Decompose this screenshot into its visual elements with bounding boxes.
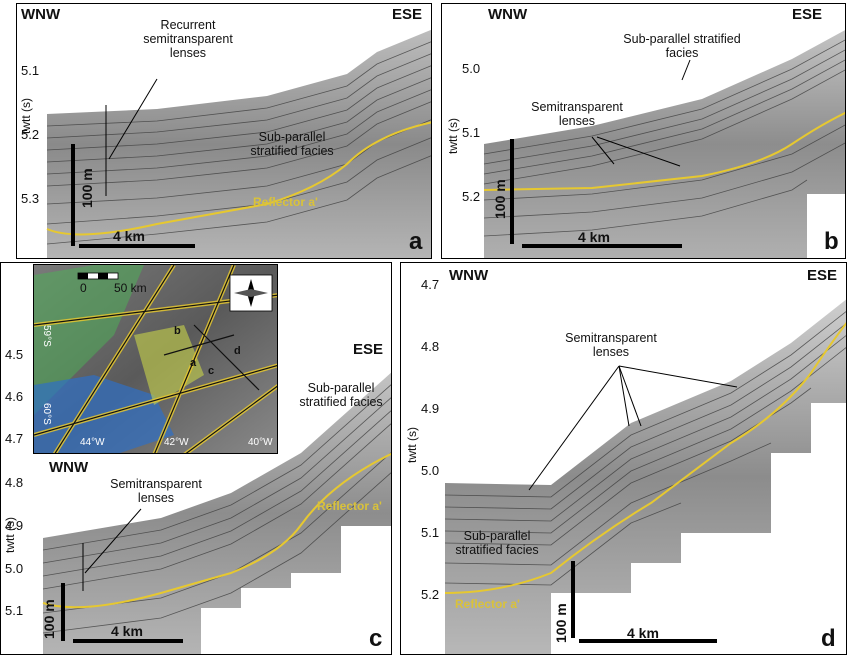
tick-label: 4.5 (5, 347, 24, 362)
tick-label: 5.3 (21, 191, 40, 206)
annotation-stratified-facies-a: Sub-parallel stratified facies (250, 130, 334, 158)
annotation-stratified-facies-d: Sub-parallel stratified facies (455, 529, 539, 557)
map-label-d: d (234, 345, 241, 357)
tick-label: 5.0 (5, 561, 24, 576)
seismic-profile-c (42, 372, 391, 654)
reflector-label-c: Reflector a' (317, 499, 382, 513)
longitude-label-40: 40°W (248, 437, 273, 448)
map-label-a: a (190, 357, 197, 369)
seismic-profile-b (483, 30, 845, 258)
direction-right-b: ESE (792, 6, 823, 23)
location-map-inset: 0 50 km 59°S 60°S 44°W 42°W 40°W a b c d (33, 264, 278, 454)
direction-right-c: ESE (353, 341, 384, 358)
scale-start-label: 0 (80, 281, 87, 295)
tick-label: 4.8 (421, 339, 440, 354)
seismic-profile-d (444, 299, 846, 654)
tick-label: 5.2 (421, 587, 440, 602)
horizontal-scale-d: 4 km (627, 625, 659, 641)
vertical-scale-c: 100 m (41, 599, 57, 639)
map-label-c: c (208, 365, 215, 377)
panel-letter-c: c (369, 625, 383, 652)
panel-d: WNW ESE twtt (s) 4.7 4.8 4.9 5.0 5.1 5.2… (400, 262, 847, 655)
reflector-line-a (46, 121, 431, 236)
annotation-semitransparent-lenses-b: Semitransparent lenses (531, 100, 623, 128)
direction-left-d: WNW (449, 267, 489, 284)
tick-label: 5.1 (462, 125, 481, 140)
annotation-stratified-facies-b: Sub-parallel stratified facies (623, 32, 741, 60)
direction-left-a: WNW (21, 6, 61, 23)
vertical-scale-a: 100 m (79, 168, 95, 208)
longitude-label-42: 42°W (164, 437, 189, 448)
bathymetry-map (34, 265, 277, 453)
horizontal-scale-b: 4 km (578, 229, 610, 245)
annotation-semitransparent-lenses-c: Semitransparent lenses (110, 477, 202, 505)
reflector-line-b (483, 111, 845, 191)
tick-label: 5.2 (21, 127, 40, 142)
panel-letter-a: a (409, 228, 423, 255)
annotation-recurrent-lenses: Recurrent semitransparent lenses (143, 18, 233, 60)
panel-a: WNW ESE twtt (s) 5.1 5.2 5.3 Recurrent s… (16, 3, 432, 259)
map-label-b: b (174, 325, 181, 337)
horizontal-scale-c: 4 km (111, 623, 143, 639)
panel-b: WNW ESE twtt (s) 5.0 5.1 5.2 Sub-paralle… (441, 3, 846, 259)
reflector-line-d (444, 321, 846, 594)
tick-label: 4.9 (5, 518, 24, 533)
tick-label: 5.1 (421, 525, 440, 540)
reflector-label-d: Reflector a' (455, 597, 520, 611)
scale-end-label: 50 km (114, 281, 147, 295)
latitude-label-60: 60°S (41, 403, 52, 425)
direction-right-a: ESE (392, 6, 423, 23)
tick-label: 5.2 (462, 189, 481, 204)
tick-label: 5.1 (21, 63, 40, 78)
y-axis-label-b: twtt (s) (446, 118, 460, 154)
reflector-label-a: Reflector a' (253, 195, 318, 209)
tick-label: 5.0 (421, 463, 440, 478)
y-axis-label-d: twtt (s) (405, 427, 419, 463)
direction-left-b: WNW (488, 6, 528, 23)
direction-right-d: ESE (807, 267, 838, 284)
tick-label: 4.8 (5, 475, 24, 490)
panel-letter-b: b (824, 228, 839, 255)
tick-label: 4.7 (421, 277, 440, 292)
panel-letter-d: d (821, 625, 836, 652)
tick-label: 4.7 (5, 431, 24, 446)
latitude-label-59: 59°S (41, 325, 52, 347)
tick-label: 5.1 (5, 603, 24, 618)
tick-label: 5.0 (462, 61, 481, 76)
longitude-label-44: 44°W (80, 437, 105, 448)
reflector-line-c (42, 452, 391, 609)
annotation-stratified-facies-c: Sub-parallel stratified facies (299, 381, 383, 409)
tick-label: 4.6 (5, 389, 24, 404)
vertical-scale-d: 100 m (553, 603, 569, 643)
vertical-scale-b: 100 m (492, 179, 508, 219)
annotation-semitransparent-lenses-d: Semitransparent lenses (565, 331, 657, 359)
seismic-profile-a (46, 29, 431, 258)
horizontal-scale-a: 4 km (113, 228, 145, 244)
direction-left-c: WNW (49, 459, 89, 476)
tick-label: 4.9 (421, 401, 440, 416)
